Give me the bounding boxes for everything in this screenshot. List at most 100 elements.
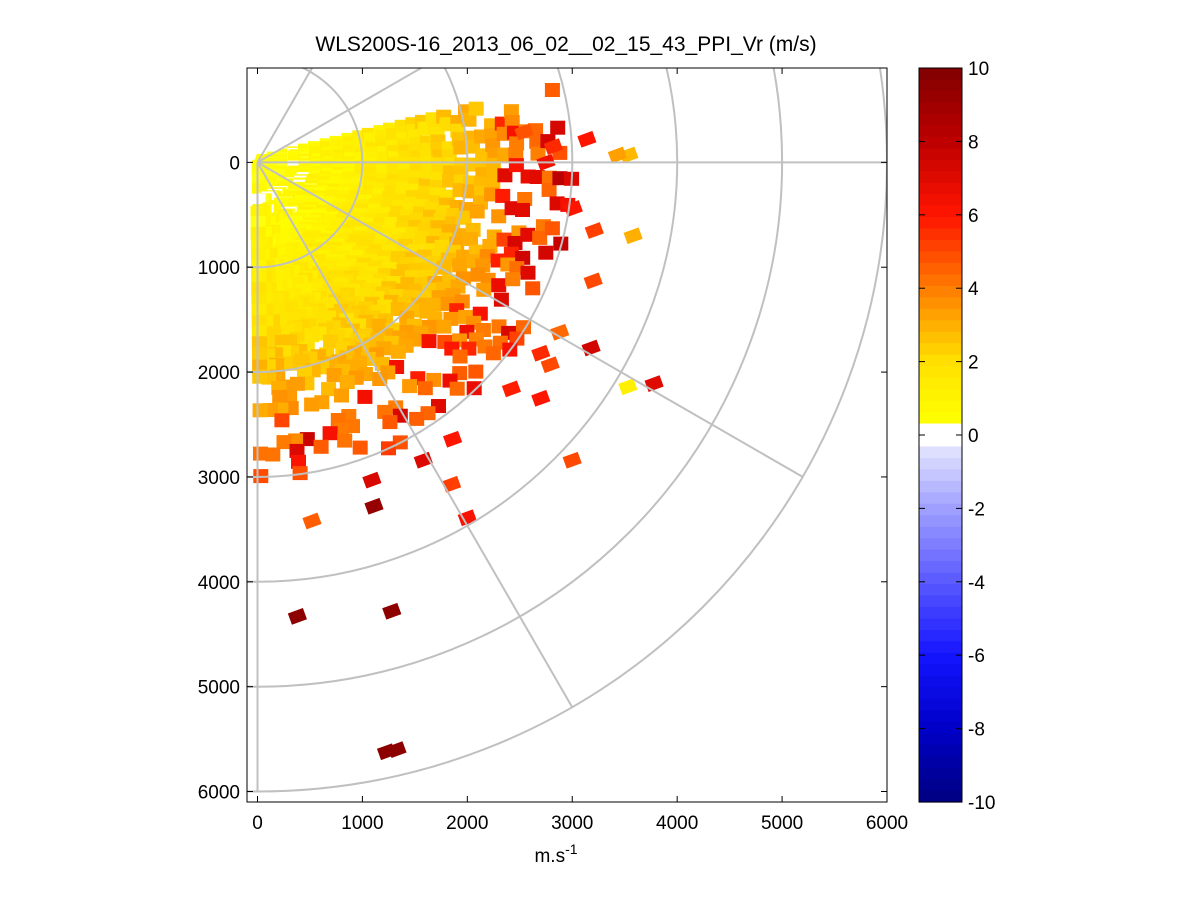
colorbar-level [919, 687, 962, 700]
colorbar-level [919, 343, 962, 356]
y-tick-label: 2000 [198, 363, 240, 384]
colorbar-tick-label: 6 [968, 206, 979, 227]
azimuth-spoke [256, 68, 314, 163]
velocity-cell [352, 440, 368, 455]
colorbar-level [919, 492, 962, 505]
x-axis-label-base: m.s [534, 846, 565, 867]
x-tick-label: 3000 [551, 813, 593, 834]
velocity-cell [287, 608, 307, 625]
velocity-cell [550, 323, 570, 341]
colorbar-tick-label: -4 [968, 573, 985, 594]
velocity-cell [382, 602, 402, 620]
velocity-cell [452, 349, 468, 364]
colorbar-level [919, 526, 962, 539]
velocity-cell [485, 346, 501, 361]
velocity-cell [543, 138, 563, 155]
colorbar-level [919, 285, 962, 298]
velocity-cell [469, 204, 485, 219]
azimuth-spoke [257, 68, 424, 164]
velocity-cell [503, 104, 519, 119]
colorbar-level [919, 584, 962, 597]
velocity-cell [297, 365, 312, 380]
velocity-cell [468, 101, 484, 116]
velocity-cell [618, 378, 638, 396]
velocity-cell [326, 368, 342, 383]
velocity-cell [544, 221, 560, 236]
colorbar-level [919, 377, 962, 390]
velocity-cell [253, 446, 268, 461]
velocity-cell [584, 222, 604, 239]
x-tick-label: 4000 [656, 813, 698, 834]
colorbar-tick-label: -2 [968, 499, 985, 520]
colorbar-level [919, 710, 962, 723]
colorbar-level [919, 790, 962, 803]
colorbar-level [919, 205, 962, 218]
colorbar-level [919, 262, 962, 276]
colorbar-level [919, 148, 962, 161]
colorbar-level [919, 480, 962, 493]
velocity-cell [544, 83, 560, 97]
colorbar-level [919, 136, 962, 149]
colorbar-level [919, 503, 962, 516]
x-tick-label: 1000 [341, 813, 383, 834]
velocity-cell [265, 447, 281, 462]
colorbar-level [919, 412, 962, 425]
velocity-cell [497, 168, 513, 183]
colorbar-level [919, 595, 962, 608]
x-axis: 0 1000 2000 3000 4000 5000 6000 [252, 68, 908, 834]
velocity-cell [468, 364, 484, 379]
velocity-cell [503, 246, 519, 261]
colorbar-level [919, 457, 962, 471]
velocity-cell [583, 272, 603, 290]
colorbar-level [919, 79, 962, 92]
chart-title: WLS200S-16_2013_06_02__02_15_43_PPI_Vr (… [315, 33, 816, 56]
colorbar-level [919, 274, 962, 287]
colorbar-level [919, 641, 962, 654]
velocity-cell [532, 230, 548, 245]
colorbar-level [919, 721, 962, 734]
velocity-cell [291, 454, 306, 469]
colorbar-level [919, 664, 962, 677]
velocity-cell [541, 182, 557, 197]
colorbar-level [919, 331, 962, 344]
velocity-cell [550, 120, 566, 135]
colorbar-level [919, 756, 962, 769]
velocity-cell [289, 443, 305, 458]
velocity-cell [390, 344, 406, 359]
velocity-cell [251, 292, 267, 307]
velocity-cell [509, 136, 525, 151]
colorbar-level [919, 561, 962, 574]
velocity-cell [520, 265, 536, 280]
colorbar-level [919, 159, 962, 172]
velocity-cell [274, 413, 290, 428]
velocity-cell [452, 258, 468, 273]
velocity-cell [292, 466, 308, 481]
colorbar-tick-label: 0 [968, 426, 979, 447]
velocity-cell [476, 282, 492, 297]
velocity-cell [409, 411, 425, 426]
velocity-cell [272, 390, 288, 404]
velocity-cell [251, 325, 267, 340]
colorbar-level [919, 446, 962, 459]
colorbar-level [919, 469, 962, 482]
velocity-cell [525, 281, 541, 296]
velocity-cell [313, 439, 329, 454]
velocity-cell [252, 403, 268, 418]
x-tick-label: 2000 [446, 813, 488, 834]
velocity-cell [623, 227, 643, 245]
velocity-cell [417, 381, 433, 396]
y-tick-label: 4000 [198, 573, 240, 594]
colorbar-level [919, 733, 962, 746]
y-tick-label: 6000 [198, 783, 240, 804]
velocity-cell [491, 209, 507, 224]
colorbar-level [919, 68, 962, 81]
velocity-cell [414, 230, 430, 245]
velocity-cell [339, 375, 355, 389]
colorbar-level [919, 182, 962, 195]
colorbar-level [919, 320, 962, 333]
velocity-cell [421, 334, 437, 349]
velocity-cell [501, 380, 521, 398]
x-axis-label: m.s-1 [534, 841, 577, 867]
velocity-cell [552, 171, 568, 186]
